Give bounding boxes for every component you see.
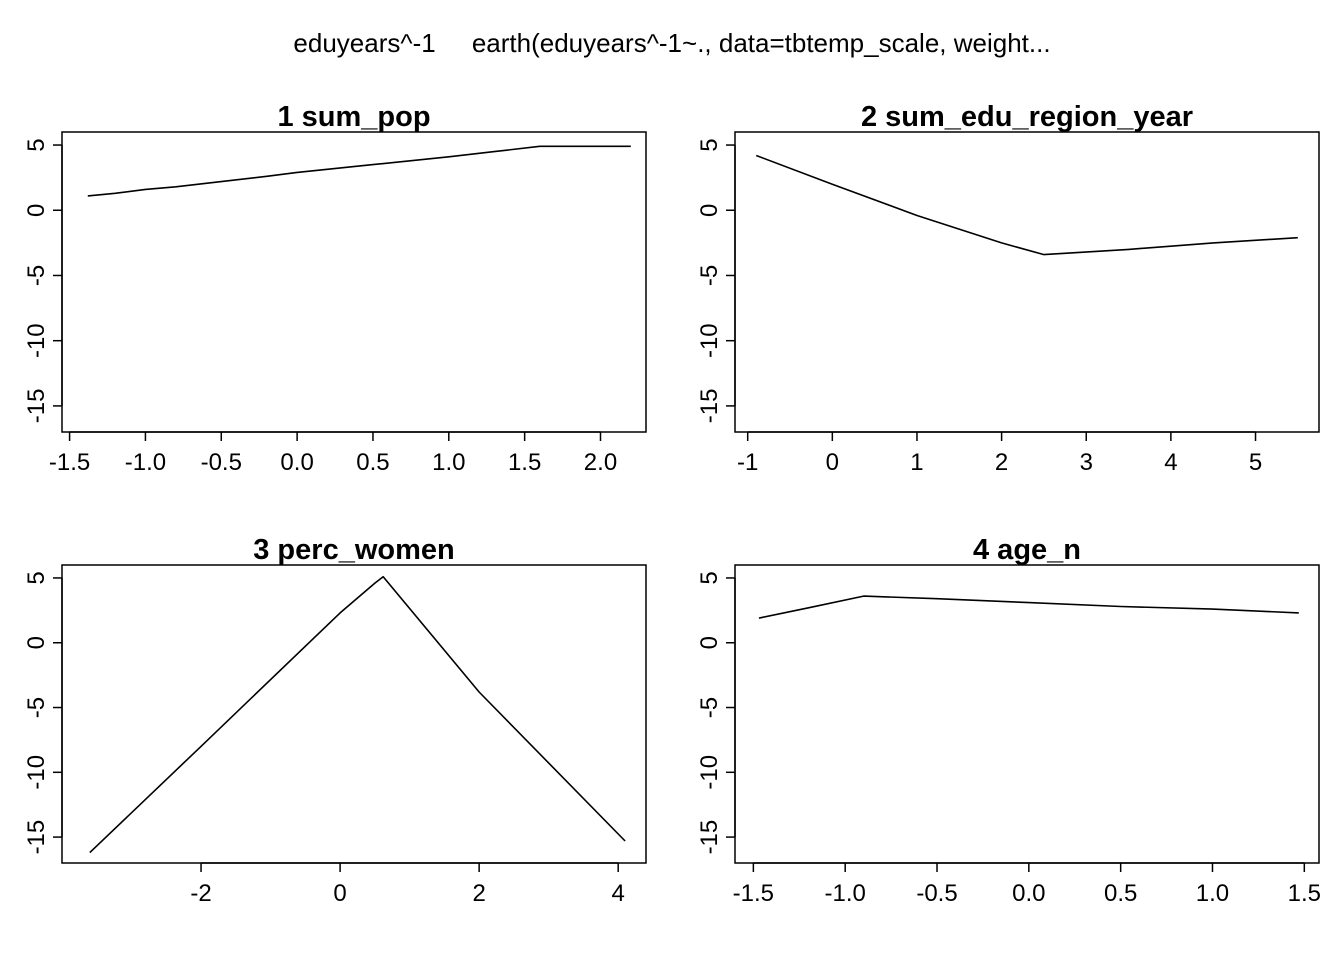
y-tick-label: -15 bbox=[23, 820, 50, 855]
panel-title: 4 age_n bbox=[973, 534, 1081, 566]
x-tick-label: 5 bbox=[1249, 449, 1262, 476]
y-tick-label: 0 bbox=[696, 636, 723, 649]
y-tick-label: -15 bbox=[23, 389, 50, 424]
y-tick-label: -10 bbox=[696, 755, 723, 790]
y-tick-label: -10 bbox=[23, 755, 50, 790]
x-tick-label: 2 bbox=[472, 880, 485, 907]
y-tick-label: -15 bbox=[696, 820, 723, 855]
series-line bbox=[758, 595, 1299, 619]
panel-title: 2 sum_edu_region_year bbox=[861, 101, 1193, 133]
x-tick-label: -2 bbox=[190, 880, 211, 907]
series-line bbox=[89, 575, 626, 854]
x-tick-label: 1.5 bbox=[1288, 880, 1321, 907]
y-tick-label: 0 bbox=[23, 204, 50, 217]
x-tick-label: 3 bbox=[1080, 449, 1093, 476]
plot-frame bbox=[61, 131, 647, 433]
y-tick-label: -15 bbox=[696, 389, 723, 424]
plot-frame bbox=[734, 131, 1320, 433]
y-tick-label: -5 bbox=[696, 265, 723, 286]
y-tick-label: 0 bbox=[696, 204, 723, 217]
x-tick-label: -1.5 bbox=[733, 880, 774, 907]
x-tick-label: 1.0 bbox=[432, 449, 465, 476]
y-tick-label: -5 bbox=[23, 697, 50, 718]
x-tick-label: 4 bbox=[612, 880, 625, 907]
panel-title: 3 perc_women bbox=[253, 534, 454, 566]
x-tick-label: 2 bbox=[995, 449, 1008, 476]
x-tick-label: 2.0 bbox=[584, 449, 617, 476]
y-tick-label: -10 bbox=[23, 323, 50, 358]
plot-frame bbox=[61, 564, 647, 864]
x-tick-label: 4 bbox=[1164, 449, 1177, 476]
x-tick-label: 0.5 bbox=[1104, 880, 1137, 907]
y-tick-label: 5 bbox=[696, 138, 723, 151]
x-tick-label: 1 bbox=[910, 449, 923, 476]
series-line bbox=[87, 145, 631, 197]
panel-3: 3 perc_women -2 0 2 4 5 0 -5 -10 -15 bbox=[23, 534, 647, 907]
series-line bbox=[755, 154, 1298, 256]
x-tick-label: 1.5 bbox=[508, 449, 541, 476]
panel-2: 2 sum_edu_region_year-1 0 1 2 3 4 550-5-10-15 bbox=[696, 101, 1320, 476]
y-tick-label: 5 bbox=[23, 138, 50, 151]
y-tick-label: 5 bbox=[23, 571, 50, 584]
x-tick-label: -0.5 bbox=[201, 449, 242, 476]
panel-title: 1 sum_pop bbox=[277, 101, 430, 133]
x-tick-label: 0.5 bbox=[356, 449, 389, 476]
y-tick-label: -10 bbox=[696, 323, 723, 358]
y-tick-label: 0 bbox=[23, 636, 50, 649]
y-tick-label: -5 bbox=[23, 265, 50, 286]
x-tick-label: -1.5 bbox=[49, 449, 90, 476]
x-tick-label: 0.0 bbox=[1012, 880, 1045, 907]
x-tick-label: -1.0 bbox=[825, 880, 866, 907]
x-tick-label: -1.0 bbox=[125, 449, 166, 476]
y-tick-label: -5 bbox=[696, 697, 723, 718]
x-tick-label: 0 bbox=[333, 880, 346, 907]
x-tick-label: 0 bbox=[826, 449, 839, 476]
figure-title: eduyears^-1 earth(eduyears^-1~., data=tb… bbox=[293, 28, 1051, 58]
x-tick-label: 0.0 bbox=[280, 449, 313, 476]
y-tick-label: 5 bbox=[696, 571, 723, 584]
x-tick-label: -0.5 bbox=[916, 880, 957, 907]
panel-1: 1 sum_pop -1.5 -1.0 -0.5 0.0 0.5 1.0 1.5 2.0 5 0 -5… bbox=[23, 101, 647, 476]
x-tick-label: 1.0 bbox=[1196, 880, 1229, 907]
panel-4: 4 age_n -1.5 -1.0 -0.5 0.0 0.5 1.0 1.5 5 0 -5 -10 -1… bbox=[696, 534, 1321, 907]
x-tick-label: -1 bbox=[737, 449, 758, 476]
